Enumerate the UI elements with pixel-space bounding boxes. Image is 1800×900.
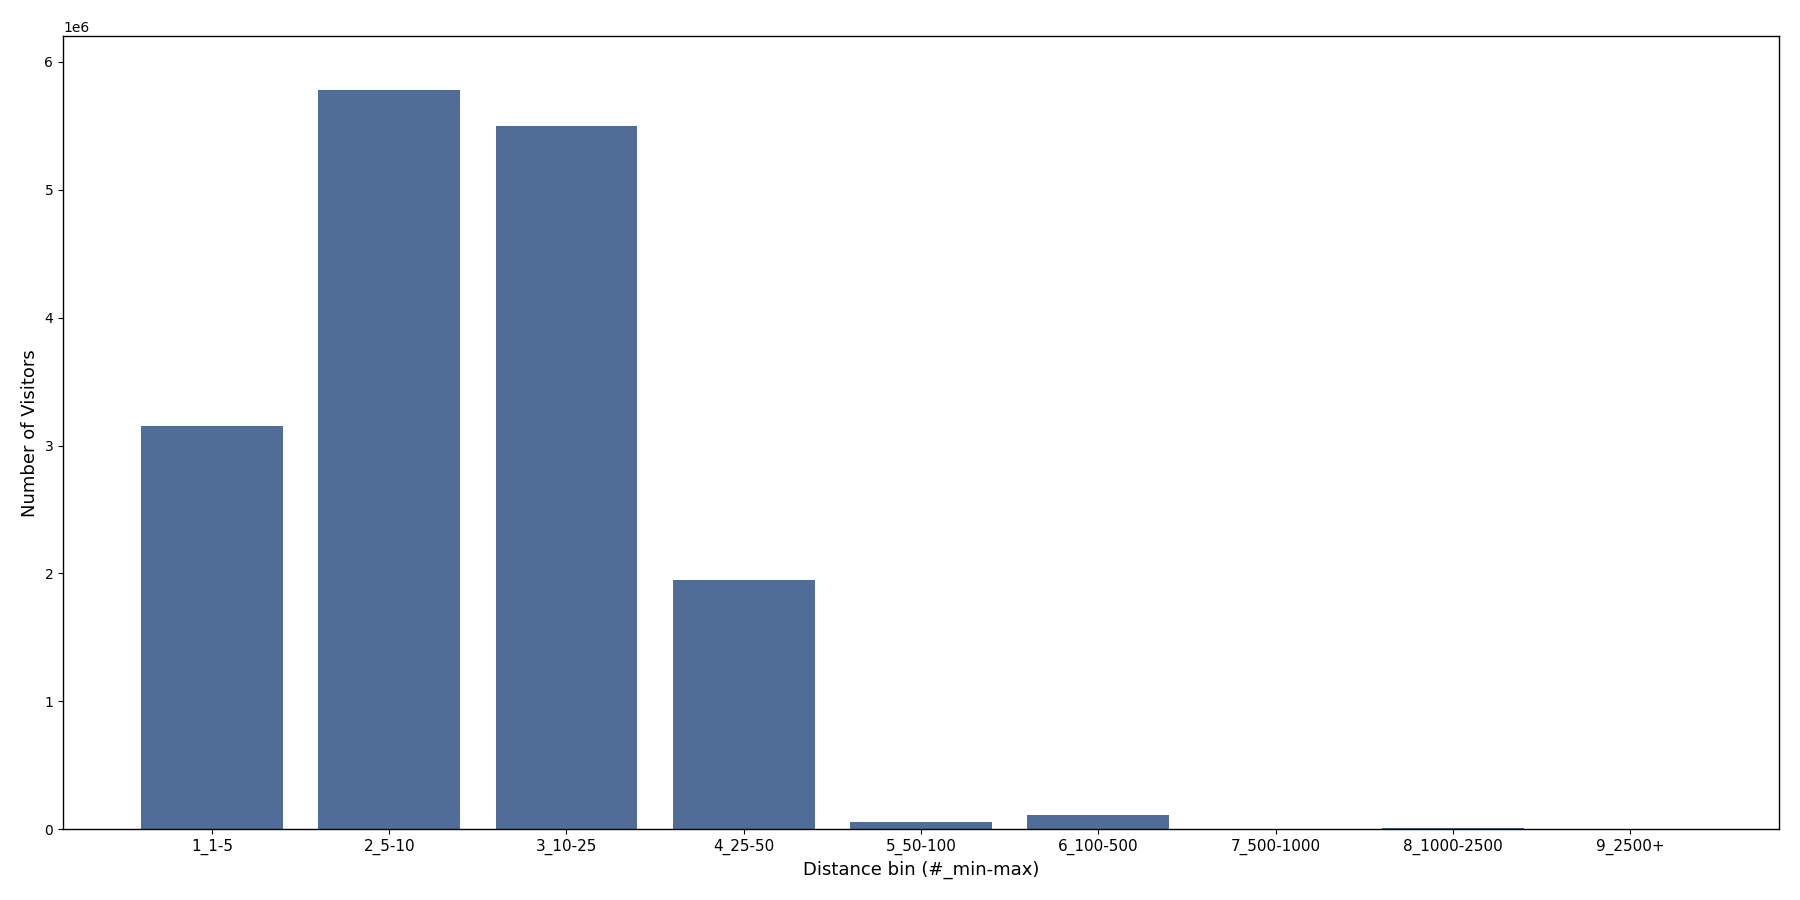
Bar — [319, 90, 461, 830]
X-axis label: Distance bin (#_min-max): Distance bin (#_min-max) — [803, 861, 1039, 879]
Bar — [140, 427, 283, 830]
Bar — [1028, 814, 1170, 830]
Y-axis label: Number of Visitors: Number of Visitors — [22, 349, 40, 517]
Bar — [495, 126, 637, 830]
Bar — [673, 580, 815, 830]
Bar — [850, 822, 992, 830]
Bar — [1382, 828, 1525, 830]
